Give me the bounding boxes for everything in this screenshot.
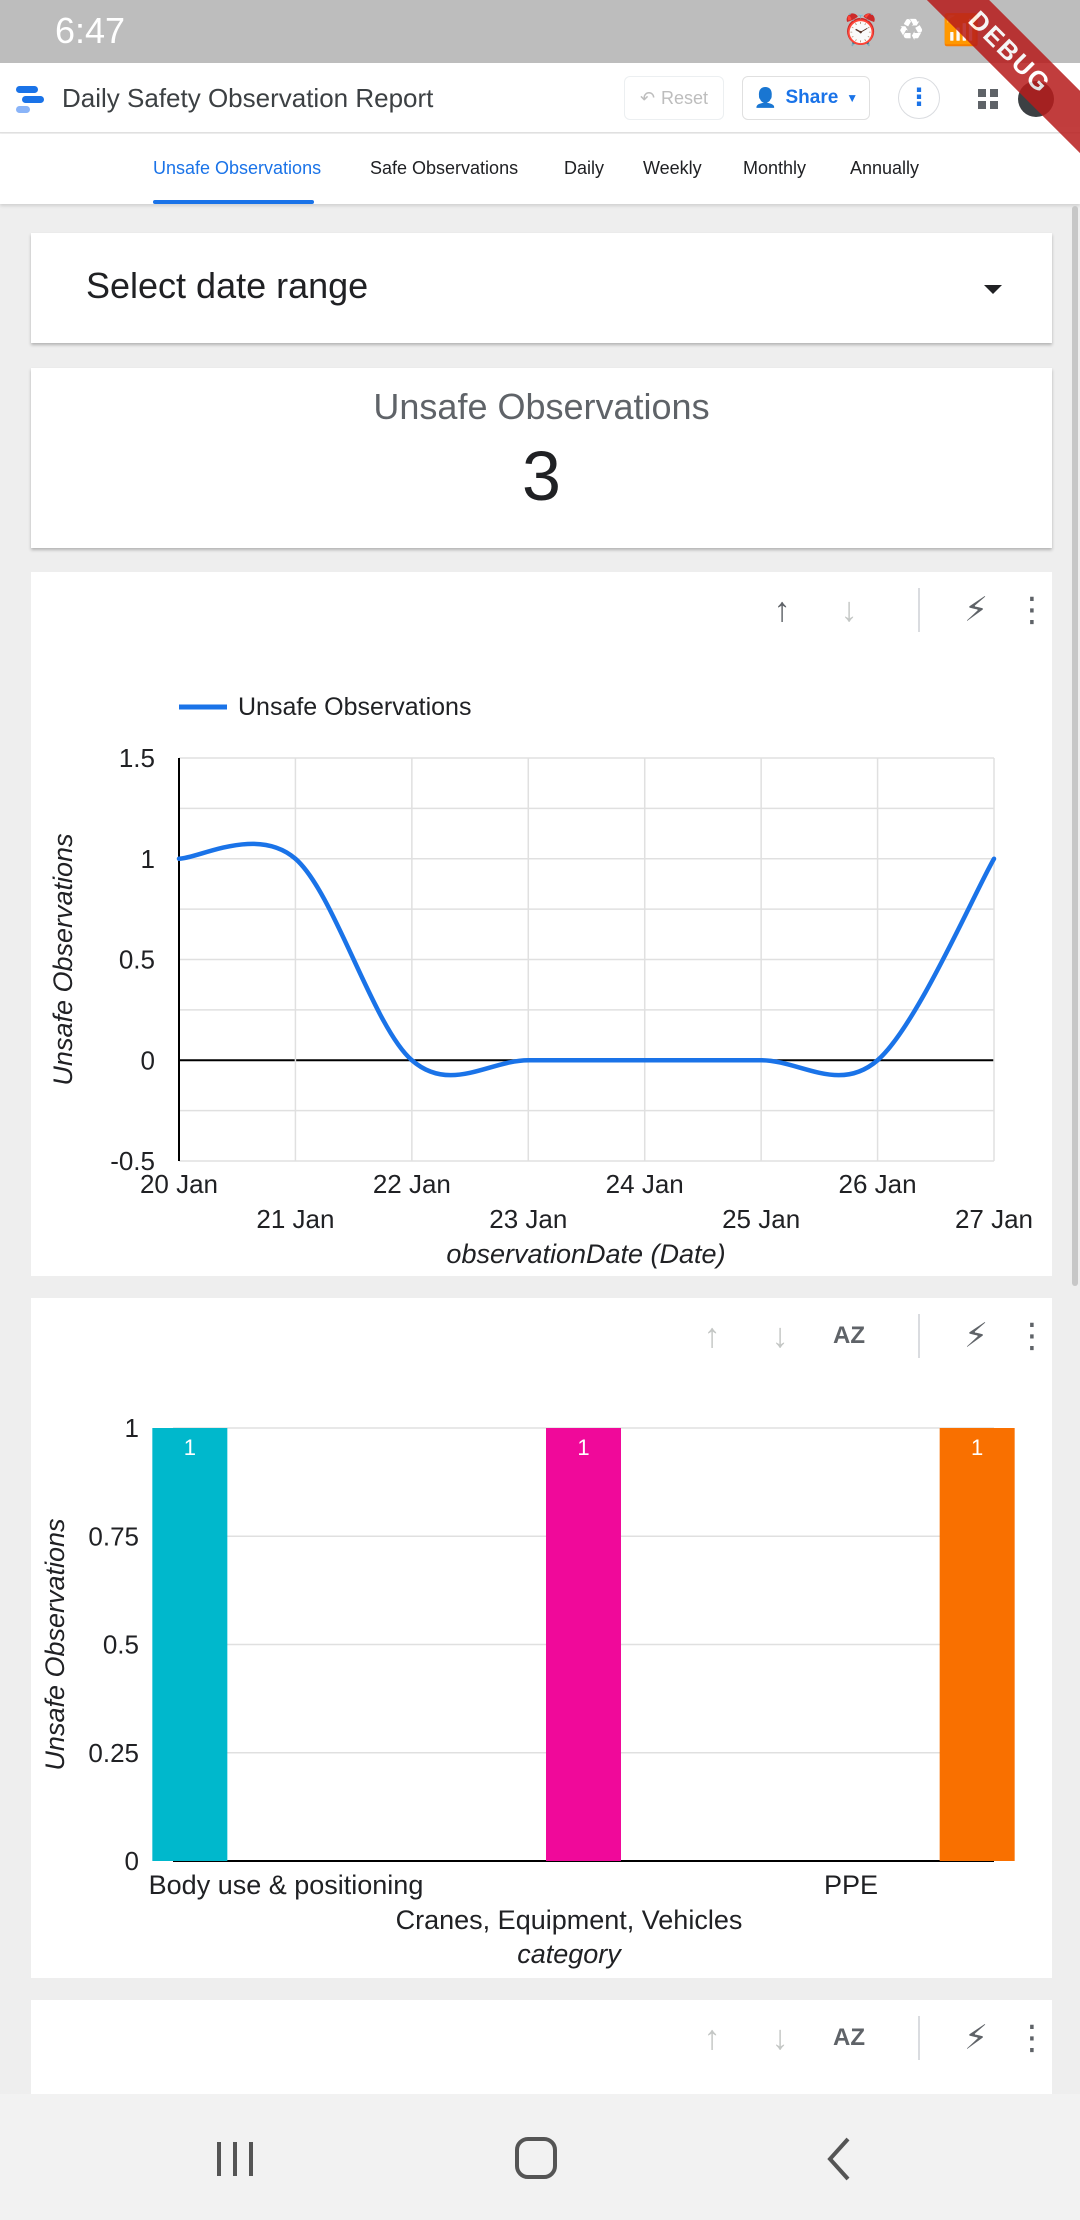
arrow-down-icon[interactable]: ↓ [771, 2019, 789, 2057]
y-tick-label: 0 [125, 1846, 139, 1876]
y-tick-label: 0.75 [88, 1521, 139, 1551]
bar [152, 1428, 228, 1861]
bar [546, 1428, 621, 1861]
chart-toolbar: ↑ ↓ AZ ⚡ ⋮ [692, 2000, 1052, 2076]
chevron-down-icon[interactable]: ▼ [846, 91, 859, 105]
x-axis-title: observationDate (Date) [446, 1239, 725, 1269]
more-options-button[interactable]: ⋮ [898, 77, 940, 119]
flash-off-icon[interactable]: ⚡ [964, 591, 988, 629]
bar [939, 1428, 1015, 1861]
x-tick-label: PPE [824, 1870, 878, 1900]
line-chart: Unsafe Observations -0.5 0 0.5 1 1.5 20 Jan 21 … [48, 693, 1033, 1269]
date-range-label: Select date range [86, 265, 369, 306]
y-tick-label: 1 [125, 1413, 139, 1443]
scorecard-label: Unsafe Observations [373, 386, 710, 427]
scrollbar[interactable] [1072, 206, 1078, 1286]
y-axis-title: Unsafe Observations [40, 1518, 70, 1770]
chart-toolbar: ↑ ↓ ⚡ ⋮ [692, 572, 1052, 648]
toolbar-divider [918, 588, 920, 632]
add-person-icon: 👤 [753, 88, 778, 109]
tab-unsafe-observations[interactable]: Unsafe Observations [153, 158, 322, 178]
toolbar-divider [918, 1314, 920, 1358]
undo-icon: ↶ [639, 87, 656, 108]
bar-chart-card: ↑ ↓ AZ ⚡ ⋮ 0 0.25 0.5 0.75 1 1 1 1 Body use & po… [31, 1298, 1052, 1978]
line-chart-card: ↑ ↓ ⚡ ⋮ Unsafe Observations -0.5 0 0.5 1 1.5 2… [31, 572, 1052, 1276]
dropdown-arrow-icon[interactable] [984, 285, 1002, 294]
reset-label: Reset [661, 87, 709, 108]
x-tick-label: 20 Jan [140, 1169, 218, 1199]
report-title: Daily Safety Observation Report [62, 83, 434, 113]
recent-apps-icon[interactable] [205, 2134, 265, 2184]
tab-daily[interactable]: Daily [564, 158, 605, 178]
tab-safe-observations[interactable]: Safe Observations [370, 158, 519, 178]
arrow-down-icon[interactable]: ↓ [771, 1317, 789, 1355]
arrow-up-icon[interactable]: ↑ [703, 1317, 721, 1355]
scorecard-value: 3 [522, 437, 561, 515]
x-axis-title: category [517, 1939, 622, 1969]
x-tick-label: 22 Jan [373, 1169, 451, 1199]
flash-off-icon[interactable]: ⚡ [964, 1317, 988, 1355]
alarm-icon: ⏰ [842, 14, 880, 47]
y-tick-label: 1.5 [119, 743, 155, 773]
recycle-icon: ♻ [897, 14, 925, 47]
x-tick-label: 27 Jan [955, 1204, 1033, 1234]
tab-weekly[interactable]: Weekly [643, 158, 702, 178]
x-tick-label: Cranes, Equipment, Vehicles [396, 1905, 743, 1935]
y-tick-label: 0 [141, 1045, 155, 1075]
share-label: Share [785, 87, 839, 108]
share-button[interactable]: 👤 Share ▼ [742, 76, 870, 120]
more-vert-icon[interactable]: ⋮ [1015, 1317, 1049, 1355]
y-axis-title: Unsafe Observations [48, 833, 78, 1085]
arrow-up-icon[interactable]: ↑ [703, 2019, 721, 2057]
flash-off-icon[interactable]: ⚡ [964, 2019, 988, 2057]
x-tick-label: 26 Jan [839, 1169, 917, 1199]
series-line-unsafe-observations [176, 841, 997, 1078]
tab-monthly[interactable]: Monthly [743, 158, 807, 178]
arrow-down-icon[interactable]: ↓ [840, 591, 858, 629]
bar-chart: 0 0.25 0.5 0.75 1 1 1 1 Body use & positioning Cr… [40, 1413, 1015, 1969]
data-label: 1 [971, 1435, 983, 1460]
back-icon[interactable] [810, 2134, 870, 2184]
y-tick-label: -0.5 [110, 1146, 155, 1176]
data-label: 1 [577, 1435, 589, 1460]
scorecard: Unsafe Observations 3 [31, 368, 1052, 548]
third-chart-card: ↑ ↓ AZ ⚡ ⋮ [31, 2000, 1052, 2096]
more-vert-icon[interactable]: ⋮ [1015, 2019, 1049, 2057]
x-tick-label: Body use & positioning [149, 1870, 424, 1900]
date-range-selector[interactable]: Select date range [31, 233, 1052, 343]
system-nav-bar [0, 2094, 1080, 2220]
sort-az-icon[interactable]: AZ [833, 2024, 865, 2051]
status-bar: 6:47 ⏰ ♻ 📶 [0, 0, 1080, 63]
more-vert-icon[interactable]: ⋮ [1015, 591, 1049, 629]
y-tick-label: 0.25 [88, 1738, 139, 1768]
arrow-up-icon[interactable]: ↑ [773, 591, 791, 629]
tab-annually[interactable]: Annually [850, 158, 920, 178]
toolbar-divider [918, 2016, 920, 2060]
page-tabs: Unsafe Observations Safe Observations Da… [0, 134, 1080, 204]
y-tick-label: 0.5 [119, 945, 155, 975]
y-tick-label: 1 [141, 844, 155, 874]
active-tab-indicator [153, 200, 314, 204]
app-bar: Daily Safety Observation Report ↶ Reset … [0, 63, 1080, 133]
x-tick-label: 23 Jan [489, 1204, 567, 1234]
data-studio-logo-icon [16, 86, 44, 113]
reset-button[interactable]: ↶ Reset [624, 76, 724, 120]
home-icon[interactable] [506, 2134, 566, 2184]
y-tick-label: 0.5 [103, 1630, 139, 1660]
status-time: 6:47 [55, 10, 126, 51]
legend-label: Unsafe Observations [238, 693, 471, 721]
chart-toolbar: ↑ ↓ AZ ⚡ ⋮ [692, 1298, 1052, 1374]
apps-grid-icon[interactable] [978, 89, 998, 109]
x-tick-label: 25 Jan [722, 1204, 800, 1234]
x-tick-label: 24 Jan [606, 1169, 684, 1199]
data-label: 1 [184, 1435, 196, 1460]
sort-az-icon[interactable]: AZ [833, 1322, 865, 1349]
x-tick-label: 21 Jan [256, 1204, 334, 1234]
